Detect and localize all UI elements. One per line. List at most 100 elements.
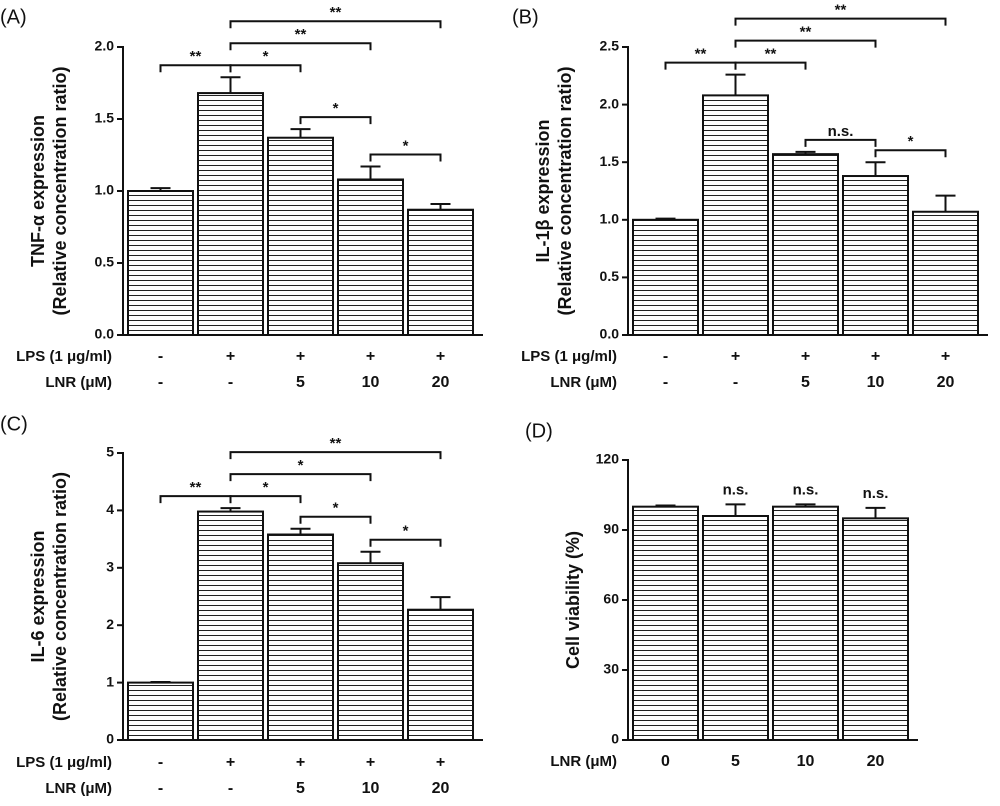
panel-label: (D): [525, 420, 553, 442]
significance-bracket: [229, 64, 302, 73]
y-axis-label: (Relative concentration ratio): [555, 66, 575, 315]
significance-label: *: [403, 137, 409, 154]
significance-bracket: [229, 473, 372, 482]
y-tick-label: 30: [603, 661, 619, 677]
significance-bracket: [229, 42, 372, 51]
row-label: LNR (μM): [550, 753, 617, 770]
row-label: LPS (1 μg/ml): [16, 754, 112, 771]
significance-bracket: [159, 495, 232, 504]
panel-label: (A): [0, 6, 27, 28]
y-tick-label: 120: [596, 451, 620, 467]
y-axis-label: (Relative concentration ratio): [50, 472, 70, 721]
bar: [772, 505, 839, 741]
significance-label: *: [333, 100, 339, 117]
bar: [337, 178, 404, 336]
y-tick-label: 1.0: [600, 211, 620, 227]
y-tick-label: 60: [603, 591, 619, 607]
y-tick-label: 0.5: [95, 254, 115, 270]
significance-bracket: [229, 451, 442, 460]
significance-label: **: [295, 26, 307, 43]
x-tick-label: 5: [296, 374, 305, 391]
x-tick-label: +: [296, 348, 305, 365]
x-tick-label: 10: [362, 374, 380, 391]
bar: [842, 175, 909, 336]
bar: [127, 190, 194, 336]
bar: [407, 208, 474, 336]
y-axis-label: IL-6 expression: [28, 530, 48, 662]
x-tick-label: +: [801, 348, 810, 365]
y-tick-label: 0: [611, 731, 619, 747]
significance-bracket: [734, 61, 807, 70]
significance-bracket: [804, 138, 877, 147]
x-tick-label: +: [226, 348, 235, 365]
bar: [127, 681, 194, 741]
x-tick-label: 5: [801, 374, 810, 391]
row-label: LNR (μM): [45, 374, 112, 391]
significance-label: n.s.: [723, 481, 749, 498]
x-tick-label: -: [158, 780, 163, 797]
significance-bracket: [664, 61, 737, 70]
significance-label: *: [263, 479, 269, 496]
y-tick-label: 1.5: [95, 110, 115, 126]
significance-label: n.s.: [863, 485, 889, 502]
row-label: LPS (1 μg/ml): [16, 348, 112, 365]
y-axis-label: Cell viability (%): [563, 531, 583, 669]
significance-bracket: [734, 17, 947, 26]
x-tick-label: +: [226, 754, 235, 771]
significance-label: **: [190, 479, 202, 496]
significance-bracket: [734, 39, 877, 48]
y-tick-label: 5: [106, 444, 114, 460]
bar: [632, 218, 699, 336]
significance-bracket: [369, 538, 442, 547]
y-tick-label: 2.5: [600, 38, 620, 54]
significance-bracket: [369, 153, 442, 162]
bar: [197, 92, 264, 336]
significance-label: **: [190, 48, 202, 65]
x-tick-label: -: [228, 780, 233, 797]
x-tick-label: -: [228, 374, 233, 391]
x-tick-label: -: [663, 348, 668, 365]
y-tick-label: 4: [106, 501, 114, 517]
x-tick-label: 20: [867, 753, 885, 770]
bar: [267, 533, 334, 741]
significance-label: *: [333, 500, 339, 517]
significance-label: *: [908, 133, 914, 150]
y-tick-label: 2.0: [95, 38, 115, 54]
x-tick-label: +: [941, 348, 950, 365]
x-tick-label: 10: [867, 374, 885, 391]
significance-label: n.s.: [828, 123, 854, 140]
x-tick-label: +: [366, 754, 375, 771]
panel-label: (B): [512, 6, 539, 28]
x-tick-label: +: [296, 754, 305, 771]
significance-bracket: [874, 149, 947, 158]
significance-label: n.s.: [793, 481, 819, 498]
x-tick-label: +: [366, 348, 375, 365]
x-tick-label: +: [731, 348, 740, 365]
x-tick-label: -: [158, 754, 163, 771]
row-label: LPS (1 μg/ml): [521, 348, 617, 365]
y-tick-label: 2: [106, 616, 114, 632]
x-tick-label: 20: [937, 374, 955, 391]
x-tick-label: -: [158, 348, 163, 365]
significance-bracket: [229, 20, 442, 29]
bar: [912, 210, 979, 336]
significance-label: **: [695, 46, 707, 63]
x-tick-label: 10: [797, 753, 815, 770]
x-tick-label: -: [663, 374, 668, 391]
significance-label: **: [330, 435, 342, 452]
x-tick-label: 5: [731, 753, 740, 770]
x-tick-label: 20: [432, 374, 450, 391]
bar: [407, 608, 474, 742]
x-tick-label: +: [436, 348, 445, 365]
bar: [632, 505, 699, 741]
bar: [702, 94, 769, 336]
significance-label: *: [403, 523, 409, 540]
bar: [267, 136, 334, 336]
significance-label: **: [330, 4, 342, 21]
bar: [842, 517, 909, 741]
y-tick-label: 3: [106, 559, 114, 575]
x-tick-label: -: [158, 374, 163, 391]
significance-bracket: [299, 116, 372, 125]
y-tick-label: 2.0: [600, 95, 620, 111]
